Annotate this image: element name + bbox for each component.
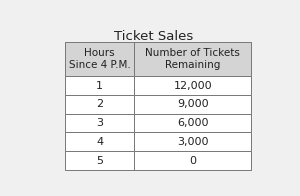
Text: 3,000: 3,000	[177, 137, 208, 147]
FancyBboxPatch shape	[65, 151, 134, 170]
Text: 9,000: 9,000	[177, 99, 208, 109]
Text: Ticket Sales: Ticket Sales	[114, 30, 194, 43]
FancyBboxPatch shape	[134, 114, 251, 132]
FancyBboxPatch shape	[134, 95, 251, 114]
Text: 2: 2	[96, 99, 103, 109]
FancyBboxPatch shape	[134, 151, 251, 170]
FancyBboxPatch shape	[65, 95, 134, 114]
FancyBboxPatch shape	[65, 114, 134, 132]
Text: 5: 5	[96, 156, 103, 166]
FancyBboxPatch shape	[134, 42, 251, 76]
FancyBboxPatch shape	[65, 132, 134, 151]
Text: 0: 0	[189, 156, 196, 166]
Text: 4: 4	[96, 137, 103, 147]
Text: 6,000: 6,000	[177, 118, 208, 128]
Text: Number of Tickets
Remaining: Number of Tickets Remaining	[146, 48, 240, 70]
FancyBboxPatch shape	[65, 42, 134, 76]
FancyBboxPatch shape	[65, 76, 134, 95]
FancyBboxPatch shape	[134, 132, 251, 151]
FancyBboxPatch shape	[134, 76, 251, 95]
Text: 3: 3	[96, 118, 103, 128]
Text: 12,000: 12,000	[173, 81, 212, 91]
Text: 1: 1	[96, 81, 103, 91]
Text: Hours
Since 4 P.M.: Hours Since 4 P.M.	[69, 48, 131, 70]
